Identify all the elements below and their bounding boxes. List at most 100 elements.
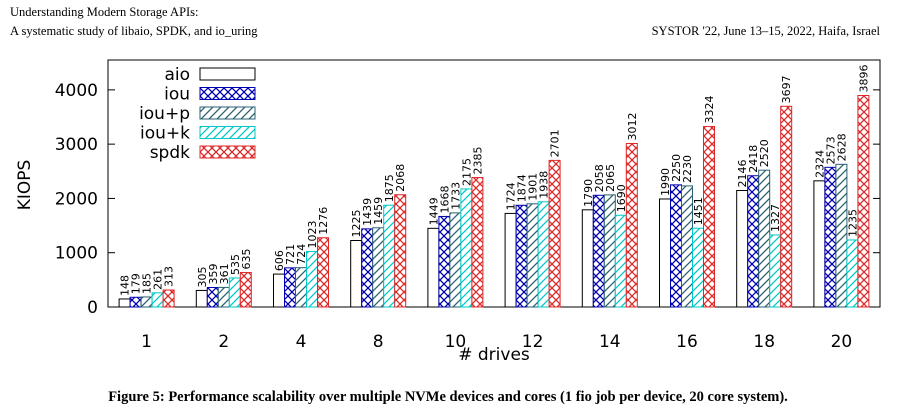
bar [515,204,528,308]
value-label: 1023 [306,220,319,248]
bar [846,239,859,308]
bar [372,227,385,308]
value-label: 1690 [615,184,628,212]
bar [460,188,473,308]
x-tick-label: 2 [218,332,229,352]
value-label: 261 [152,269,165,290]
bar [659,198,671,308]
bar [438,215,451,308]
y-axis-label: KIOPS [15,160,35,211]
legend-label: aio [164,65,190,85]
value-label: 3697 [780,75,793,103]
value-label: 1733 [449,182,462,210]
value-label: 1235 [846,209,859,237]
value-label: 1439 [361,198,374,226]
value-label: 2573 [824,136,837,164]
value-label: 2324 [813,150,826,178]
bar [195,289,208,308]
bar [670,184,682,308]
value-label: 1938 [538,171,551,199]
value-label: 2701 [549,129,562,157]
value-label: 3896 [857,65,870,93]
value-label: 361 [218,263,231,284]
x-tick-label: 16 [676,332,698,352]
value-label: 1451 [692,197,705,225]
legend-swatch [199,106,256,120]
value-label: 2385 [471,147,484,175]
value-label: 2628 [835,133,848,161]
bar [625,142,638,308]
value-label: 1724 [505,182,518,210]
value-label: 2418 [747,145,760,173]
bar [603,194,616,308]
legend-swatch [199,145,256,159]
value-label: 179 [130,273,143,294]
value-label: 2175 [460,158,473,186]
legend-label: iou+p [139,104,190,124]
bar [383,204,396,308]
bar [449,212,462,308]
bar [747,175,760,308]
x-tick-label: 20 [831,332,853,352]
value-label: 305 [196,266,209,287]
bar [162,289,175,308]
bar [758,169,771,308]
caption: Figure 5: Performance scalability over m… [108,389,788,405]
bar [427,227,440,308]
legend-swatch [199,87,256,100]
value-label: 3324 [703,96,716,124]
bar [703,126,715,308]
x-tick-label: 10 [445,332,467,352]
value-label: 1459 [372,197,385,225]
value-label: 724 [295,244,308,265]
value-label: 1901 [527,173,540,201]
bar [692,227,704,308]
header-subtitle: A systematic study of libaio, SPDK, and … [10,24,258,38]
bar [681,185,693,308]
bar [206,287,219,308]
value-label: 2146 [736,160,749,188]
bar [471,177,484,308]
y-tick-label: 3000 [55,135,98,155]
bar [548,159,561,308]
bar [581,209,594,308]
y-tick-label: 1000 [55,244,98,264]
bar [592,194,605,308]
bar [769,234,782,308]
value-label: 2065 [604,164,617,192]
bar [857,95,870,308]
x-tick-label: 18 [753,332,775,352]
bar [361,228,374,308]
plot-frame [107,59,881,308]
bar [835,163,848,308]
value-label: 2068 [394,164,407,192]
header-title: Understanding Modern Storage APIs: [10,5,199,19]
bar [129,296,142,308]
x-tick-label: 8 [373,332,384,352]
bar [824,166,837,308]
value-label: 1276 [317,207,330,235]
value-label: 606 [273,250,286,271]
value-label: 635 [240,249,253,270]
bar [614,214,627,308]
x-axis-label: # drives [458,345,530,365]
value-label: 1668 [438,185,451,213]
value-label: 359 [207,264,220,285]
legend-label: spdk [150,143,190,163]
bar [350,240,363,308]
value-label: 1990 [659,168,672,196]
bar [151,292,164,308]
x-tick-label: 14 [599,332,621,352]
bar [813,180,826,308]
bar [228,277,241,308]
value-label: 535 [229,254,242,275]
legend-label: iou+k [140,124,190,144]
header-venue: SYSTOR '22, June 13–15, 2022, Haifa, Isr… [652,24,881,38]
x-tick-label: 12 [522,332,544,352]
legend-label: iou [164,85,190,105]
legend-swatch [199,67,256,81]
bar [239,272,252,308]
bar [504,212,517,308]
value-label: 1875 [383,174,396,202]
value-label: 2058 [593,164,606,192]
